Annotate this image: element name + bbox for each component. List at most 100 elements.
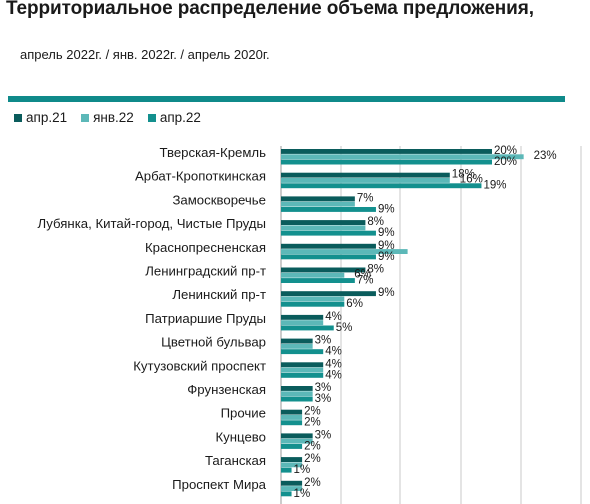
bar-apr22 bbox=[281, 301, 345, 307]
bar-apr21 bbox=[281, 172, 450, 178]
legend: апр.21 янв.22 апр.22 bbox=[14, 110, 215, 125]
bar-apr21 bbox=[281, 220, 366, 225]
bar-jan22 bbox=[281, 201, 355, 207]
bar-apr22 bbox=[281, 278, 355, 283]
bar-jan22 bbox=[281, 225, 366, 231]
category-label: Арбат-Кропоткинская bbox=[135, 169, 266, 184]
data-label-apr21: 7% bbox=[357, 192, 374, 204]
header-rule bbox=[8, 96, 565, 102]
data-label-apr22: 9% bbox=[378, 227, 395, 239]
data-label-apr21: 8% bbox=[367, 216, 384, 228]
bar-jan22 bbox=[281, 320, 324, 326]
bar-apr21 bbox=[281, 480, 303, 486]
bar-apr21 bbox=[281, 149, 492, 154]
bar-apr22 bbox=[281, 325, 334, 331]
data-label-apr22: 20% bbox=[494, 156, 517, 168]
data-label-apr22: 2% bbox=[304, 440, 321, 452]
bar-apr22 bbox=[281, 349, 324, 355]
legend-label-jan22: янв.22 bbox=[93, 110, 134, 125]
bar-jan22 bbox=[281, 462, 303, 468]
bar-jan22 bbox=[281, 486, 303, 491]
data-label-apr22: 3% bbox=[315, 393, 332, 405]
category-label: Лубянка, Китай-город, Чистые Пруды bbox=[37, 216, 266, 231]
bar-apr22 bbox=[281, 207, 376, 212]
legend-label-apr21: апр.21 bbox=[26, 110, 68, 125]
data-label-apr21: 4% bbox=[325, 311, 342, 323]
chart-subtitle: апрель 2022г. / янв. 2022г. / апрель 202… bbox=[20, 47, 270, 62]
bar-apr22 bbox=[281, 420, 303, 426]
data-label-apr21: 2% bbox=[304, 406, 321, 418]
bar-apr22 bbox=[281, 254, 376, 260]
category-label: Ленинградский пр-т bbox=[145, 264, 266, 279]
bar-apr22 bbox=[281, 491, 292, 497]
data-label-apr21: 18% bbox=[452, 169, 475, 181]
data-label-apr21: 9% bbox=[378, 240, 395, 252]
data-label-apr21: 9% bbox=[378, 287, 395, 299]
category-label: Кунцево bbox=[216, 429, 267, 444]
bar-apr22 bbox=[281, 183, 482, 189]
bar-apr22 bbox=[281, 159, 492, 165]
data-label-apr22: 4% bbox=[325, 369, 342, 381]
bar-apr21 bbox=[281, 433, 313, 439]
data-label-apr22: 1% bbox=[294, 464, 311, 476]
data-label-apr21: 3% bbox=[315, 335, 332, 347]
data-label-apr22: 9% bbox=[378, 251, 395, 263]
legend-item-apr22: апр.22 bbox=[147, 110, 201, 125]
bar-apr21 bbox=[281, 291, 376, 297]
category-label: Цветной бульвар bbox=[161, 335, 266, 350]
bar-apr21 bbox=[281, 386, 313, 391]
data-label-jan22: 6% bbox=[354, 269, 371, 281]
legend-swatch-jan22 bbox=[81, 113, 90, 122]
data-label-apr22: 1% bbox=[294, 488, 311, 500]
legend-swatch-apr22 bbox=[147, 113, 156, 122]
bar-apr21 bbox=[281, 362, 324, 368]
bar-apr22 bbox=[281, 467, 292, 473]
legend-label-apr22: апр.22 bbox=[159, 110, 201, 125]
chart-title: Территориальное распределение объема пре… bbox=[6, 0, 534, 19]
bar-apr21 bbox=[281, 409, 303, 415]
data-label-apr22: 9% bbox=[378, 203, 395, 215]
data-label-jan22: 23% bbox=[534, 150, 557, 162]
data-label-apr22: 4% bbox=[325, 346, 342, 358]
category-label: Замоскворечье bbox=[172, 192, 266, 207]
bar-apr21 bbox=[281, 314, 324, 320]
bar-jan22 bbox=[281, 438, 313, 444]
bar-apr22 bbox=[281, 396, 313, 402]
data-label-apr22: 19% bbox=[483, 180, 506, 192]
bar-apr21 bbox=[281, 196, 355, 202]
bar-jan22 bbox=[281, 296, 345, 302]
data-label-apr21: 4% bbox=[325, 358, 342, 370]
bar-apr21 bbox=[281, 267, 366, 273]
legend-item-apr21: апр.21 bbox=[14, 110, 67, 125]
category-label: Ленинский пр-т bbox=[172, 287, 266, 302]
category-label: Таганская bbox=[205, 453, 266, 468]
data-label-apr22: 2% bbox=[304, 417, 321, 429]
legend-item-jan22: янв.22 bbox=[81, 110, 134, 125]
data-label-apr22: 7% bbox=[357, 275, 374, 287]
bar-apr21 bbox=[281, 243, 376, 249]
bar-jan22 bbox=[281, 178, 450, 183]
bar-apr22 bbox=[281, 372, 324, 378]
category-label: Тверская-Кремль bbox=[159, 145, 266, 160]
category-label: Проспект Мира bbox=[172, 477, 267, 492]
data-label-apr21: 20% bbox=[494, 145, 517, 157]
bar-apr21 bbox=[281, 338, 313, 344]
category-label: Краснопресненская bbox=[145, 240, 266, 255]
data-label-apr21: 2% bbox=[304, 453, 321, 465]
bar-jan22 bbox=[281, 272, 345, 278]
category-label: Кутузовский проспект bbox=[133, 358, 266, 373]
data-label-apr22: 6% bbox=[346, 298, 363, 310]
bar-apr22 bbox=[281, 230, 376, 236]
category-label: Прочие bbox=[221, 406, 266, 421]
bar-apr21 bbox=[281, 457, 303, 462]
data-label-apr21: 2% bbox=[304, 477, 321, 489]
data-label-apr21: 3% bbox=[315, 429, 332, 441]
data-label-jan22: 16% bbox=[460, 174, 483, 186]
data-label-apr21: 8% bbox=[367, 264, 384, 276]
bar-jan22 bbox=[281, 249, 408, 254]
bar-apr22 bbox=[281, 444, 303, 449]
bar-jan22 bbox=[281, 154, 524, 160]
bar-jan22 bbox=[281, 391, 313, 397]
bar-jan22 bbox=[281, 367, 324, 373]
